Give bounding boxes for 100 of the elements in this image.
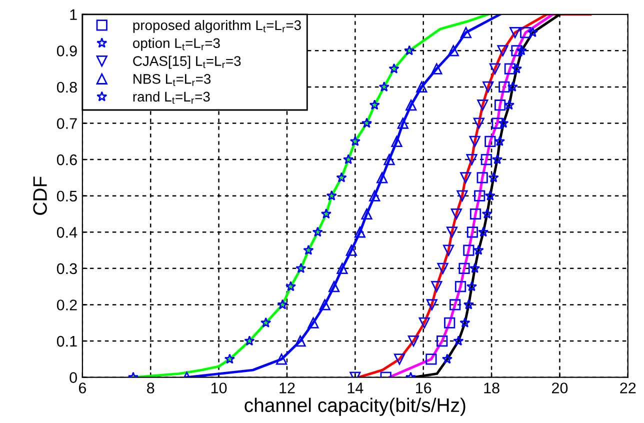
point: [388, 63, 400, 74]
point: [480, 154, 492, 166]
point: [277, 299, 288, 310]
point: [431, 63, 442, 74]
point: [408, 335, 420, 347]
y-tick-label: 0.7: [56, 118, 77, 129]
point: [294, 335, 306, 347]
point: [448, 45, 459, 56]
point: [460, 317, 470, 328]
point: [336, 262, 348, 274]
x-tick-label: 14: [348, 382, 364, 394]
point: [474, 190, 486, 202]
point: [308, 317, 319, 328]
x-tick-label: 10: [211, 382, 227, 394]
point: [303, 244, 314, 255]
point: [466, 281, 478, 292]
point: [498, 81, 510, 93]
point: [466, 154, 478, 166]
point: [442, 354, 453, 364]
point: [511, 63, 522, 74]
x-tick-label: 22: [620, 382, 636, 394]
point: [463, 299, 474, 310]
point: [488, 172, 499, 182]
point: [443, 244, 454, 256]
point: [453, 335, 464, 346]
x-tick-label: 12: [280, 382, 295, 394]
x-tick-label: 18: [484, 382, 500, 394]
point: [406, 100, 417, 111]
point: [477, 100, 488, 111]
point: [460, 26, 472, 38]
y-axis-title: CDF: [33, 176, 47, 215]
point: [504, 100, 515, 110]
point: [320, 208, 332, 219]
point: [426, 299, 438, 310]
point: [260, 317, 272, 328]
point: [404, 45, 415, 56]
point: [426, 354, 437, 365]
point: [450, 208, 462, 220]
point: [469, 136, 480, 147]
point: [456, 190, 468, 202]
point: [361, 208, 372, 220]
legend-label: NBS L$_{t}$=L$_{r}$=3: [134, 74, 211, 86]
point: [484, 190, 496, 200]
point: [361, 118, 372, 128]
y-tick-label: 0.5: [56, 190, 77, 202]
point: [520, 26, 532, 38]
point: [450, 299, 461, 310]
point: [369, 100, 380, 110]
point: [431, 281, 442, 292]
point: [319, 299, 330, 310]
point: [346, 244, 357, 256]
point: [482, 208, 492, 219]
legend-label: rand L$_{t}$=L$_{r}$=3: [133, 91, 210, 104]
point: [285, 281, 296, 292]
point: [336, 172, 347, 182]
point: [244, 335, 255, 346]
point: [296, 262, 306, 274]
point: [473, 118, 484, 129]
legend-label: CJAS[15] L$_{t}$=L$_{r}$=3: [133, 56, 241, 69]
y-tick-label: 0.1: [56, 336, 77, 347]
x-tick-label: 8: [147, 382, 154, 394]
legend-label: proposed algorithm L$_{t}$=L$_{r}$=3: [133, 20, 301, 33]
point: [454, 281, 466, 292]
point: [473, 244, 484, 255]
point: [312, 226, 323, 237]
point: [391, 136, 402, 147]
point: [511, 45, 522, 56]
point: [397, 118, 408, 129]
y-tick-label: 0.8: [56, 82, 77, 93]
point: [418, 317, 430, 328]
y-tick-label: 0.3: [56, 263, 77, 274]
point: [510, 26, 521, 38]
point: [516, 45, 527, 56]
y-tick-label: 0.4: [56, 227, 78, 238]
x-tick-label: 20: [552, 382, 568, 394]
point: [489, 63, 500, 74]
point: [276, 354, 288, 365]
x-axis-title: channel capacity(bit/s/Hz): [244, 398, 466, 416]
point: [478, 226, 489, 237]
point: [497, 45, 508, 56]
y-tick-label: 0.9: [56, 46, 77, 56]
point: [354, 226, 366, 238]
point: [494, 136, 506, 146]
point: [369, 190, 380, 202]
point: [484, 136, 496, 147]
point: [463, 244, 474, 256]
x-tick-label: 6: [78, 382, 86, 394]
point: [527, 26, 538, 38]
point: [492, 154, 503, 164]
point: [470, 262, 480, 274]
point: [384, 154, 395, 166]
point: [470, 208, 482, 220]
point: [466, 226, 478, 238]
point: [350, 136, 360, 146]
point: [437, 262, 448, 274]
point: [436, 335, 448, 347]
point: [482, 81, 494, 93]
point: [494, 100, 506, 111]
point: [458, 262, 470, 274]
point: [343, 154, 354, 164]
